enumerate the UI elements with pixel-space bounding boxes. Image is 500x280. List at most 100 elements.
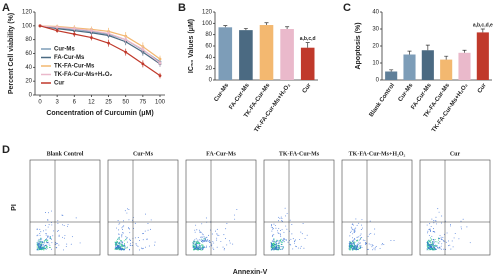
dot bbox=[432, 231, 434, 233]
dot bbox=[211, 245, 213, 247]
dot bbox=[429, 241, 431, 243]
dot bbox=[233, 214, 235, 216]
dot bbox=[281, 243, 283, 245]
dot bbox=[352, 242, 354, 244]
dot bbox=[353, 242, 355, 244]
dot bbox=[39, 249, 41, 251]
dot bbox=[128, 209, 130, 211]
point bbox=[158, 74, 162, 78]
dot bbox=[129, 232, 131, 234]
dot bbox=[118, 248, 120, 250]
dot bbox=[292, 248, 294, 250]
dot bbox=[149, 228, 151, 230]
dot bbox=[352, 243, 354, 245]
dot bbox=[193, 248, 195, 250]
x-tick-label: 12 bbox=[88, 100, 95, 106]
dot bbox=[431, 247, 433, 248]
dot bbox=[282, 248, 284, 250]
dot bbox=[353, 247, 355, 249]
dot bbox=[273, 249, 275, 251]
dot bbox=[349, 241, 351, 243]
dot bbox=[71, 236, 73, 238]
dot bbox=[349, 244, 350, 246]
dot bbox=[352, 247, 354, 249]
panel-title: TK-FA-Cur-Ms+H₂O₂ bbox=[349, 151, 406, 157]
dot bbox=[437, 208, 439, 210]
dot bbox=[36, 229, 38, 230]
dot bbox=[115, 227, 117, 229]
dot bbox=[126, 237, 128, 239]
dot bbox=[116, 241, 118, 243]
dot bbox=[193, 245, 195, 247]
dot bbox=[285, 225, 287, 227]
dot bbox=[291, 224, 293, 225]
dot bbox=[45, 248, 47, 250]
dot bbox=[450, 225, 451, 227]
dot bbox=[434, 248, 436, 249]
dot bbox=[121, 229, 123, 231]
dot bbox=[41, 241, 43, 243]
dot-cloud bbox=[426, 208, 471, 251]
y-tick-label: 100 bbox=[22, 23, 33, 29]
dot bbox=[358, 243, 360, 244]
point bbox=[55, 29, 59, 33]
dot bbox=[355, 227, 357, 229]
dot bbox=[272, 240, 274, 242]
dot bbox=[272, 247, 274, 248]
dot bbox=[271, 247, 273, 249]
dot bbox=[428, 246, 430, 248]
dot bbox=[204, 240, 206, 241]
dot bbox=[274, 248, 276, 250]
dot bbox=[199, 243, 201, 245]
x-tick-label: 100 bbox=[155, 100, 166, 106]
dot bbox=[278, 216, 280, 218]
dot bbox=[201, 244, 203, 245]
dot bbox=[45, 229, 47, 231]
dot bbox=[349, 248, 351, 249]
dot bbox=[67, 223, 69, 225]
dot bbox=[292, 238, 294, 240]
dot bbox=[450, 248, 452, 250]
dot bbox=[355, 218, 357, 220]
dot bbox=[299, 239, 301, 240]
dot bbox=[209, 246, 210, 248]
dot bbox=[294, 245, 296, 247]
dot-cloud bbox=[192, 209, 238, 251]
dot bbox=[279, 240, 281, 242]
dot bbox=[39, 242, 41, 244]
dot bbox=[48, 243, 50, 245]
dot bbox=[192, 247, 194, 249]
dot bbox=[43, 243, 44, 245]
dot bbox=[359, 234, 361, 236]
dot bbox=[124, 247, 126, 249]
dot bbox=[64, 234, 66, 236]
dot bbox=[278, 228, 280, 229]
plot-frame bbox=[263, 159, 335, 256]
dot bbox=[429, 246, 431, 248]
error-bar bbox=[425, 44, 430, 51]
dot bbox=[352, 233, 354, 235]
dot bbox=[134, 237, 136, 239]
dot bbox=[287, 241, 289, 243]
dot bbox=[40, 237, 42, 239]
dot bbox=[118, 244, 120, 246]
dot bbox=[295, 239, 296, 241]
dot bbox=[448, 240, 450, 242]
y-axis-label: PI bbox=[11, 204, 18, 211]
dot bbox=[440, 248, 442, 250]
dot bbox=[223, 234, 225, 236]
dot bbox=[428, 247, 430, 249]
dot bbox=[278, 248, 280, 250]
dot bbox=[206, 236, 208, 238]
dot bbox=[67, 225, 68, 227]
dot bbox=[225, 228, 227, 230]
dot bbox=[426, 249, 428, 251]
dot bbox=[427, 247, 429, 249]
dot bbox=[350, 241, 352, 243]
dot bbox=[299, 247, 301, 249]
dot bbox=[39, 234, 41, 236]
dot bbox=[63, 225, 65, 226]
dot bbox=[223, 248, 225, 249]
dot bbox=[121, 242, 123, 244]
dot bbox=[43, 245, 45, 246]
